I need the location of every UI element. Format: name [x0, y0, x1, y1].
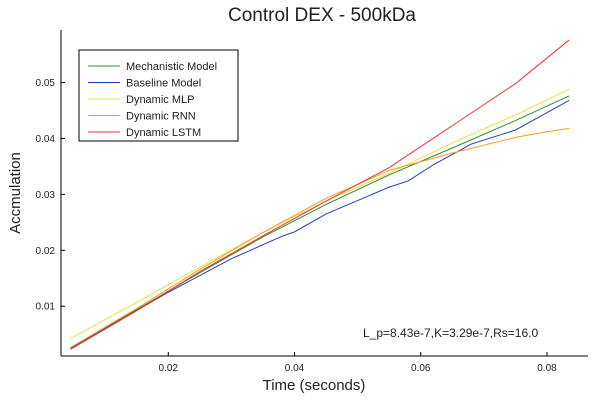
x-tick-label: 0.04: [285, 363, 305, 374]
y-axis-title: Accmulation: [7, 152, 24, 234]
y-tick-label: 0.05: [36, 78, 56, 89]
y-tick-label: 0.01: [36, 302, 56, 313]
y-tick-label: 0.02: [36, 246, 56, 257]
series-line-dynamic-lstm: [70, 39, 570, 350]
legend-items: Mechanistic Model Baseline Model Dynamic M…: [88, 61, 217, 139]
y-ticks: 0.01 0.02 0.03 0.04 0.05: [36, 78, 65, 313]
series-line-dynamic-rnn: [70, 127, 570, 349]
legend-label-baseline-model: Baseline Model: [126, 78, 201, 90]
legend-box: [78, 49, 239, 142]
x-tick-label: 0.08: [537, 363, 557, 374]
legend-label-dynamic-mlp: Dynamic MLP: [126, 94, 194, 106]
y-tick-label: 0.04: [36, 134, 56, 145]
series-lines: [70, 39, 570, 350]
legend-label-dynamic-lstm: Dynamic LSTM: [126, 127, 201, 139]
x-axis-title: Time (seconds): [263, 377, 366, 394]
parameter-annotation: L_p=8.43e-7,K=3.29e-7,Rs=16.0: [363, 326, 538, 340]
x-ticks: 0.02 0.04 0.06 0.08: [159, 352, 557, 374]
series-line-baseline-model: [70, 100, 570, 350]
legend-label-dynamic-rnn: Dynamic RNN: [126, 111, 196, 123]
legend-label-mechanistic-model: Mechanistic Model: [126, 61, 217, 73]
y-tick-label: 0.03: [36, 190, 56, 201]
x-tick-label: 0.02: [159, 363, 179, 374]
axes: [60, 30, 588, 357]
x-tick-label: 0.06: [411, 363, 431, 374]
chart-title: Control DEX - 500kDa: [228, 5, 416, 26]
legend: Mechanistic Model Baseline Model Dynamic M…: [78, 49, 239, 142]
